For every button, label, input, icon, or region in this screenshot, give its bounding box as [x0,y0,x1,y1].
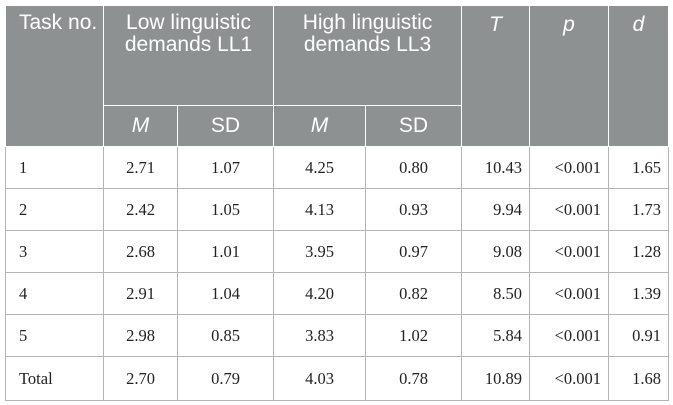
cell-t: 10.89 [461,356,530,401]
cell-low-m: 2.91 [103,272,178,315]
table-header: Task no. Low linguistic demands LL1 High… [5,5,669,147]
cell-d: 1.68 [608,356,669,401]
cell-high-sd: 0.78 [365,356,462,401]
header-task-no: Task no. [5,5,104,147]
cell-p: <0.001 [529,356,609,401]
table-row: 4 2.91 1.04 4.20 0.82 8.50 <0.001 1.39 [5,272,669,315]
table-row: 2 2.42 1.05 4.13 0.93 9.94 <0.001 1.73 [5,188,669,231]
cell-low-m: 2.70 [103,356,178,401]
header-low-sd: SD [177,105,274,147]
cell-t: 9.08 [461,230,530,273]
cell-task: Total [5,356,104,401]
cell-low-sd: 1.07 [177,146,274,189]
cell-task: 2 [5,188,104,231]
cell-d: 1.65 [608,146,669,189]
table-row-total: Total 2.70 0.79 4.03 0.78 10.89 <0.001 1… [5,356,669,401]
header-high-linguistic-demands: High linguistic demands LL3 [273,5,462,106]
header-t: T [461,5,530,147]
cell-d: 0.91 [608,314,669,357]
cell-p: <0.001 [529,146,609,189]
cell-low-sd: 0.85 [177,314,274,357]
header-low-m: M [103,105,178,147]
cell-task: 3 [5,230,104,273]
table-row: 1 2.71 1.07 4.25 0.80 10.43 <0.001 1.65 [5,146,669,189]
results-table: Task no. Low linguistic demands LL1 High… [5,5,669,401]
cell-t: 8.50 [461,272,530,315]
cell-low-sd: 0.79 [177,356,274,401]
table-body: 1 2.71 1.07 4.25 0.80 10.43 <0.001 1.65 … [5,146,669,401]
header-high-sd: SD [365,105,462,147]
cell-t: 5.84 [461,314,530,357]
cell-d: 1.39 [608,272,669,315]
cell-d: 1.73 [608,188,669,231]
cell-task: 4 [5,272,104,315]
table-row: 5 2.98 0.85 3.83 1.02 5.84 <0.001 0.91 [5,314,669,357]
cell-low-m: 2.68 [103,230,178,273]
cell-high-m: 3.95 [273,230,366,273]
cell-high-m: 4.13 [273,188,366,231]
cell-high-sd: 0.97 [365,230,462,273]
header-d: d [608,5,669,147]
cell-d: 1.28 [608,230,669,273]
header-p: p [529,5,609,147]
cell-task: 1 [5,146,104,189]
cell-high-sd: 0.82 [365,272,462,315]
cell-low-sd: 1.01 [177,230,274,273]
cell-high-m: 3.83 [273,314,366,357]
cell-high-sd: 0.80 [365,146,462,189]
cell-task: 5 [5,314,104,357]
cell-low-m: 2.42 [103,188,178,231]
cell-high-sd: 1.02 [365,314,462,357]
header-high-m: M [273,105,366,147]
cell-t: 9.94 [461,188,530,231]
cell-p: <0.001 [529,272,609,315]
cell-p: <0.001 [529,230,609,273]
cell-p: <0.001 [529,314,609,357]
cell-t: 10.43 [461,146,530,189]
cell-p: <0.001 [529,188,609,231]
cell-high-m: 4.03 [273,356,366,401]
table-row: 3 2.68 1.01 3.95 0.97 9.08 <0.001 1.28 [5,230,669,273]
cell-low-m: 2.98 [103,314,178,357]
cell-high-sd: 0.93 [365,188,462,231]
cell-high-m: 4.20 [273,272,366,315]
header-low-linguistic-demands: Low linguistic demands LL1 [103,5,274,106]
cell-high-m: 4.25 [273,146,366,189]
cell-low-sd: 1.05 [177,188,274,231]
cell-low-sd: 1.04 [177,272,274,315]
cell-low-m: 2.71 [103,146,178,189]
